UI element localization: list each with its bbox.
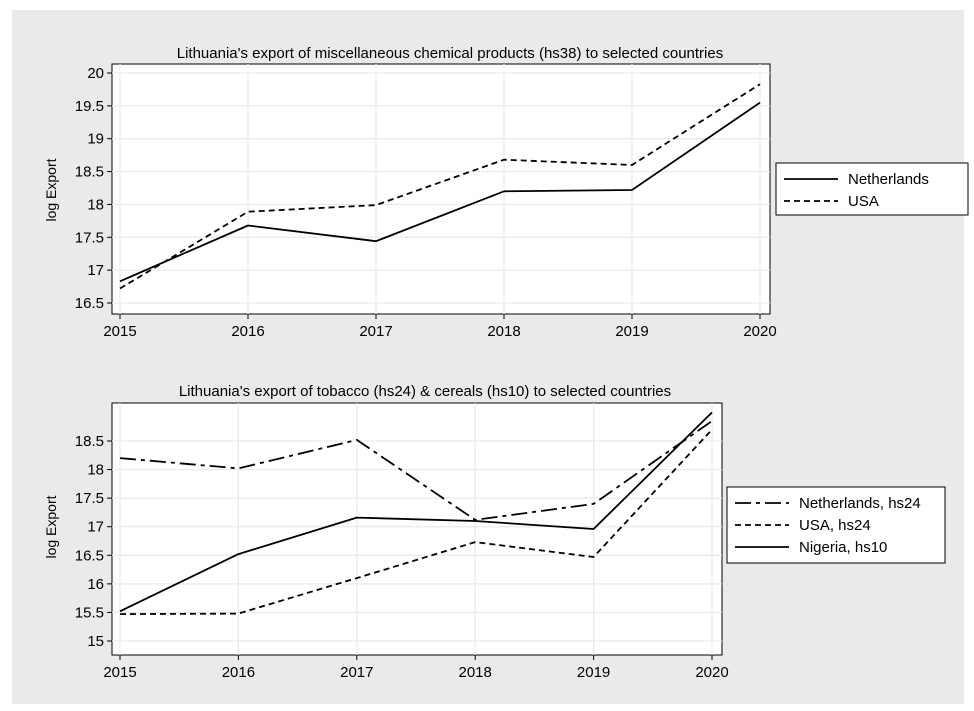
y-tick-label: 16.5 (75, 295, 104, 312)
x-tick-label: 2019 (577, 664, 610, 681)
y-tick-label: 17 (87, 519, 104, 536)
y-tick-label: 19.5 (75, 98, 104, 115)
legend: Netherlands USA (775, 162, 969, 216)
x-tick-label: 2019 (615, 323, 648, 340)
y-tick-label: 15.5 (75, 604, 104, 621)
chart-title: Lithuania's export of miscellaneous chem… (177, 45, 723, 62)
plot-area (111, 63, 771, 315)
legend-label: Netherlands (848, 171, 929, 188)
chart-chemical-products: 16.5 17 17.5 18 18.5 19 19.5 20 2015 2016 2017 2018… (43, 45, 969, 340)
x-tick-label: 2015 (103, 323, 136, 340)
y-tick-label: 18 (87, 462, 104, 479)
y-tick-label: 16.5 (75, 547, 104, 564)
y-axis-label: log Export (43, 495, 59, 558)
x-tick-label: 2015 (103, 664, 136, 681)
legend-label: Netherlands, hs24 (799, 495, 921, 512)
series-line-usa-hs24 (119, 428, 713, 615)
series-line-usa (119, 83, 761, 290)
y-axis-label: log Export (43, 158, 59, 221)
series-line-netherlands (119, 101, 761, 283)
x-tick-label: 2017 (340, 664, 373, 681)
x-tick-label: 2016 (231, 323, 264, 340)
x-tick-label: 2020 (743, 323, 776, 340)
y-tick-label: 19 (87, 131, 104, 148)
y-tick-label: 20 (87, 65, 104, 82)
x-tick-label: 2018 (487, 323, 520, 340)
legend-label: USA (848, 193, 879, 210)
series-line-nigeria-hs10 (119, 411, 713, 613)
y-tick-label: 17.5 (75, 490, 104, 507)
chart-title: Lithuania's export of tobacco (hs24) & c… (179, 383, 671, 400)
legend-label: Nigeria, hs10 (799, 539, 887, 556)
y-tick-label: 18.5 (75, 164, 104, 181)
x-tick-label: 2018 (459, 664, 492, 681)
chart-tobacco-cereals: 15 15.5 16 16.5 17 17.5 18 18.5 2015 2016 2017 2018… (43, 383, 946, 681)
y-tick-label: 15 (87, 633, 104, 650)
x-tick-label: 2020 (695, 664, 728, 681)
legend-box (775, 162, 969, 216)
legend: Netherlands, hs24 USA, hs24 Nigeria, hs10 (726, 486, 946, 564)
y-tick-label: 18 (87, 196, 104, 213)
legend-label: USA, hs24 (799, 517, 871, 534)
x-tick-label: 2017 (359, 323, 392, 340)
y-tick-label: 18.5 (75, 433, 104, 450)
legend-box (726, 486, 946, 564)
series-line-netherlands-hs24 (119, 420, 713, 521)
y-tick-label: 16 (87, 576, 104, 593)
x-tick-label: 2016 (222, 664, 255, 681)
y-tick-label: 17 (87, 262, 104, 279)
y-tick-label: 17.5 (75, 229, 104, 246)
